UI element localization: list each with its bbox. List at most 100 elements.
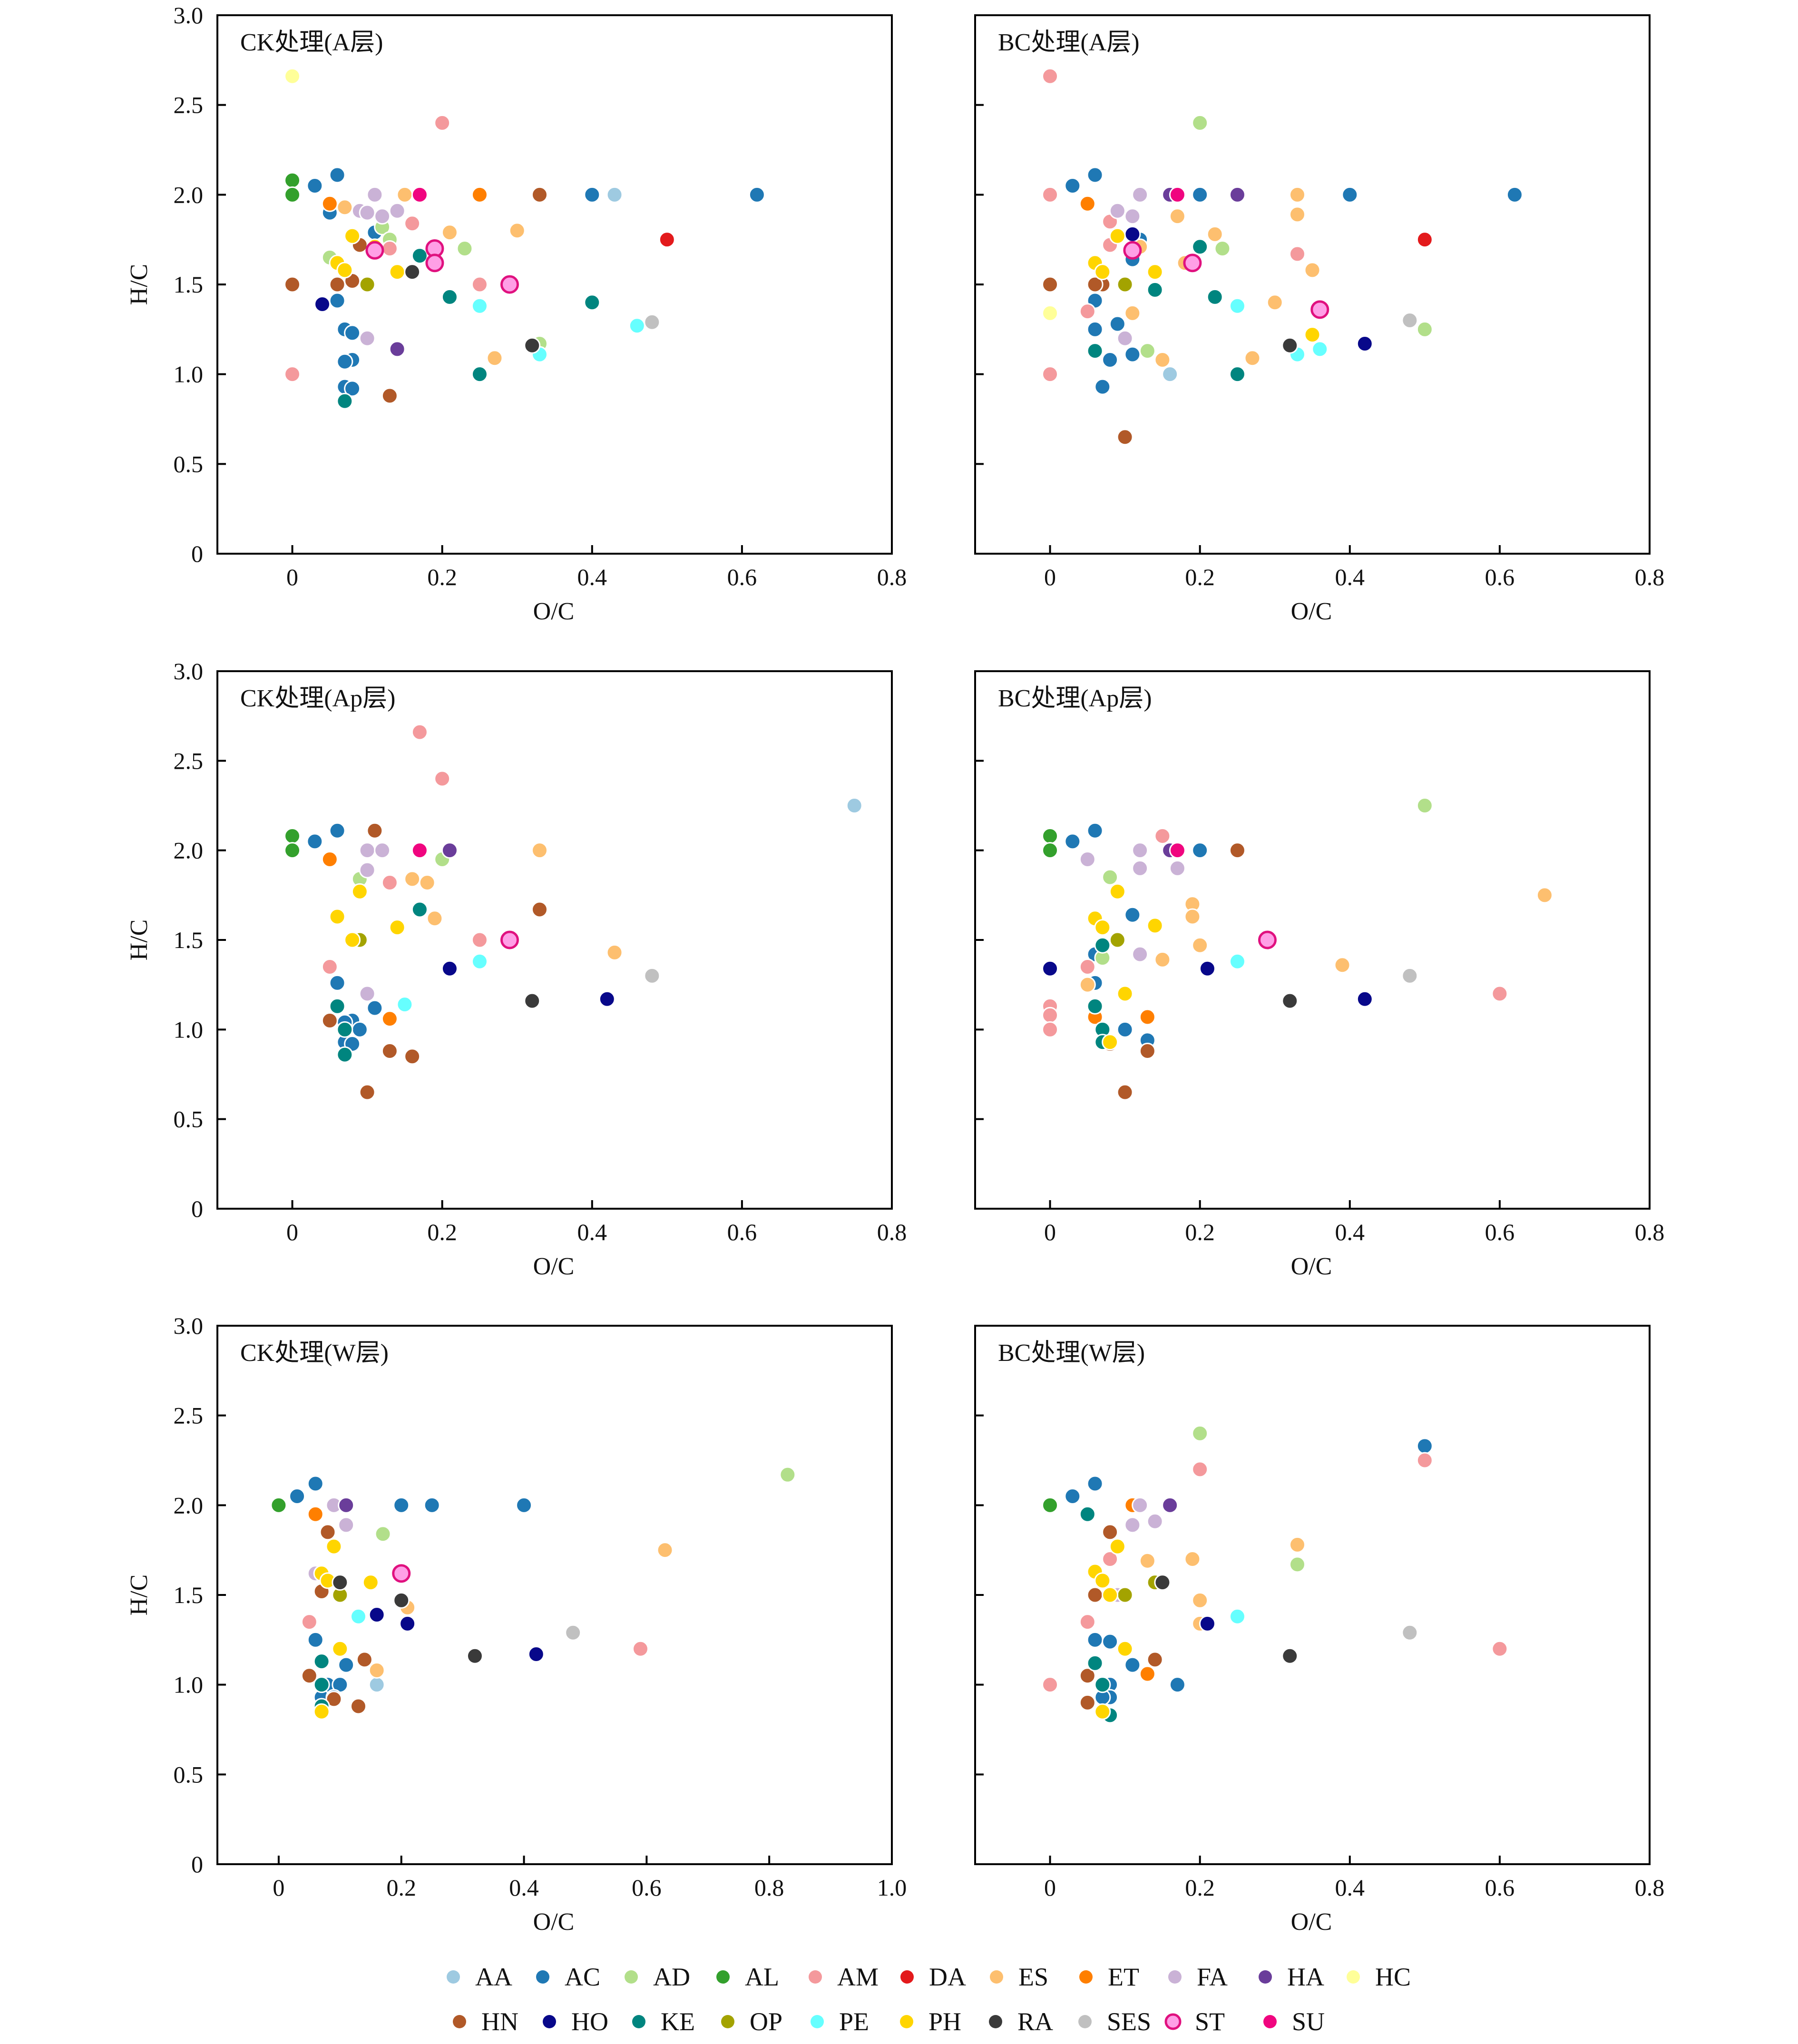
data-point-OP bbox=[1109, 931, 1126, 949]
data-point-RA bbox=[393, 1592, 410, 1609]
data-point-AC bbox=[329, 292, 346, 309]
data-point-OP bbox=[1116, 276, 1134, 293]
data-point-HN bbox=[1042, 276, 1059, 293]
data-point-KE bbox=[584, 294, 601, 311]
chart-title: CK处理(Ap层) bbox=[240, 685, 395, 712]
data-point-AD bbox=[374, 1526, 391, 1543]
data-point-HO bbox=[368, 1606, 385, 1623]
data-point-AA bbox=[846, 797, 863, 814]
data-point-ET bbox=[381, 1010, 398, 1027]
data-point-HN bbox=[301, 1667, 318, 1684]
data-point-HO bbox=[1199, 960, 1216, 977]
data-point-SU bbox=[411, 842, 428, 859]
x-tick-label: 0 bbox=[286, 1219, 298, 1245]
data-point-ES bbox=[531, 842, 548, 859]
data-point-ES bbox=[1139, 1552, 1156, 1569]
legend-marker bbox=[1164, 2013, 1182, 2030]
data-point-AA bbox=[1162, 366, 1179, 383]
x-tick-label: 0.8 bbox=[1635, 1219, 1665, 1245]
data-point-AL bbox=[284, 186, 301, 203]
data-point-AM bbox=[404, 215, 421, 232]
legend-marker bbox=[900, 2015, 913, 2028]
data-point-AL bbox=[284, 842, 301, 859]
plot-frame bbox=[216, 670, 893, 1210]
data-point-KE bbox=[441, 288, 458, 305]
x-tick-label: 0.6 bbox=[1485, 564, 1515, 590]
data-point-ST bbox=[1183, 254, 1202, 273]
legend-label: SES bbox=[1107, 2007, 1151, 2036]
data-point-KE bbox=[1229, 366, 1246, 383]
data-point-FA bbox=[1079, 851, 1096, 868]
legend-label: HO bbox=[571, 2007, 608, 2036]
legend-label: PH bbox=[928, 2007, 961, 2036]
data-point-AM bbox=[1079, 1614, 1096, 1631]
data-point-AC bbox=[1124, 1656, 1141, 1673]
legend-marker bbox=[989, 2015, 1002, 2028]
x-tick-label: 0 bbox=[286, 564, 298, 590]
data-point-PE bbox=[1229, 297, 1246, 314]
chart-title: CK处理(A层) bbox=[240, 29, 383, 56]
data-point-AD bbox=[1416, 321, 1433, 338]
data-point-FA bbox=[1116, 330, 1134, 347]
data-point-ES bbox=[1289, 1536, 1306, 1553]
x-axis-label: O/C bbox=[1291, 1908, 1332, 1936]
data-point-ES bbox=[1184, 1551, 1201, 1568]
data-point-HN bbox=[366, 822, 383, 839]
data-point-AM bbox=[1491, 985, 1508, 1002]
legend-marker bbox=[809, 1970, 822, 1984]
data-point-ES bbox=[1184, 908, 1201, 925]
x-tick-label: 0.4 bbox=[509, 1874, 539, 1901]
data-point-ES bbox=[396, 186, 413, 203]
y-tick-label: 2.5 bbox=[174, 92, 204, 118]
data-point-RA bbox=[524, 992, 541, 1009]
data-point-FA bbox=[1124, 1516, 1141, 1534]
data-point-KE bbox=[1079, 1506, 1096, 1523]
y-tick-label: 1.5 bbox=[174, 927, 204, 953]
data-point-ES bbox=[1244, 350, 1261, 367]
data-point-PH bbox=[1094, 919, 1111, 936]
data-point-ES bbox=[486, 350, 503, 367]
legend-label: AA bbox=[475, 1963, 512, 1991]
x-tick-label: 0.6 bbox=[632, 1874, 662, 1901]
data-point-HN bbox=[350, 1698, 367, 1715]
y-tick-label: 0 bbox=[191, 540, 203, 567]
legend-marker bbox=[447, 1970, 460, 1984]
legend-label: HN bbox=[481, 2007, 518, 2036]
x-tick-label: 0.4 bbox=[577, 564, 607, 590]
data-point-RA bbox=[1281, 337, 1299, 354]
data-point-ES bbox=[1192, 1592, 1209, 1609]
data-point-ES bbox=[1124, 304, 1141, 322]
data-point-ES bbox=[404, 870, 421, 888]
legend-item-SU: SU bbox=[1263, 2007, 1325, 2036]
data-point-RA bbox=[1281, 1647, 1299, 1664]
legend-marker bbox=[632, 2015, 645, 2028]
data-point-KE bbox=[336, 392, 353, 410]
legend-item-AM: AM bbox=[809, 1963, 879, 1991]
data-point-PE bbox=[396, 996, 413, 1013]
data-point-KE bbox=[1094, 1676, 1111, 1693]
data-point-AC bbox=[1192, 186, 1209, 203]
data-point-AC bbox=[1109, 315, 1126, 333]
data-point-AC bbox=[1124, 346, 1141, 363]
data-point-KE bbox=[411, 901, 428, 918]
x-tick-label: 0.6 bbox=[727, 564, 757, 590]
data-point-ET bbox=[1079, 195, 1096, 212]
data-point-RA bbox=[1154, 1574, 1171, 1591]
data-point-HN bbox=[325, 1691, 342, 1708]
data-point-PH bbox=[389, 919, 406, 936]
data-point-AC bbox=[1094, 378, 1111, 395]
data-point-AD bbox=[456, 240, 473, 257]
data-point-AL bbox=[1042, 828, 1059, 845]
data-point-AC bbox=[306, 833, 323, 850]
data-point-ES bbox=[508, 222, 526, 239]
legend-item-HA: HA bbox=[1259, 1963, 1324, 1991]
data-point-HN bbox=[1102, 1524, 1119, 1541]
legend-label: ET bbox=[1108, 1963, 1139, 1991]
data-point-ES bbox=[441, 224, 458, 241]
data-point-SES bbox=[1401, 1624, 1418, 1641]
legend-label: OP bbox=[750, 2007, 782, 2036]
legend-label: ST bbox=[1195, 2007, 1225, 2036]
data-point-PH bbox=[344, 227, 361, 244]
legend-marker bbox=[990, 1970, 1003, 1984]
